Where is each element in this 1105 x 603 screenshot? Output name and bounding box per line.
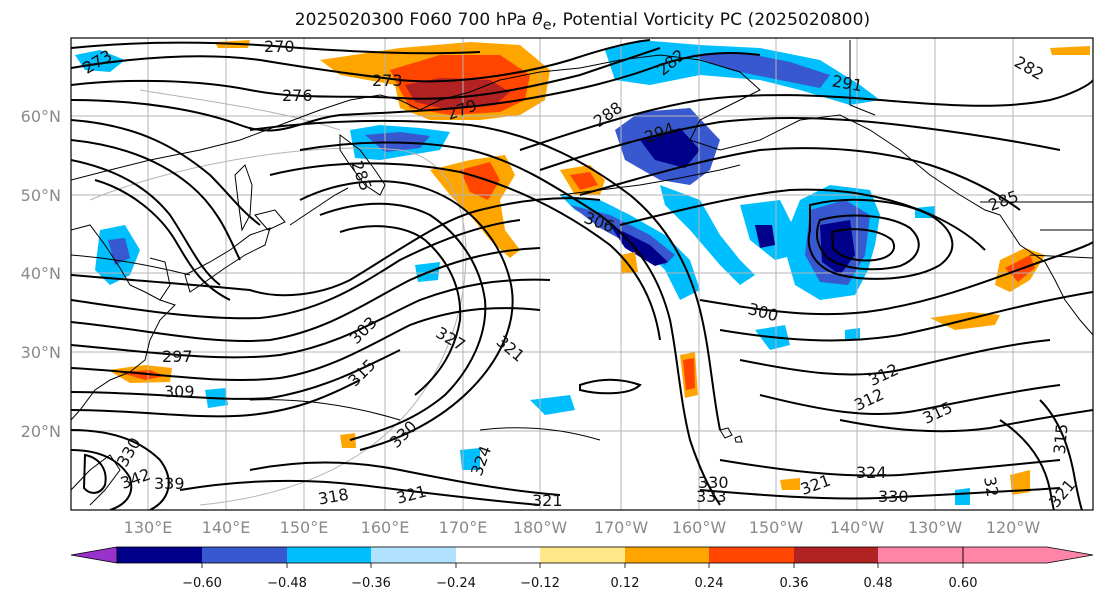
pv-area: [1010, 470, 1030, 495]
pv-area: [570, 172, 598, 190]
colorbar-tick-label: −0.60: [182, 576, 222, 591]
pv-area: [460, 448, 480, 470]
contour-label: 330: [698, 473, 729, 492]
latitude-label: 30°N: [21, 343, 61, 362]
pv-area: [620, 252, 638, 274]
pv-area: [955, 488, 970, 505]
korea-coast: [149, 257, 171, 301]
contour-label: 321: [532, 491, 563, 510]
colorbar-tick-label: 0.60: [949, 576, 978, 591]
pv-area: [1050, 46, 1090, 55]
colorbar-bin: [709, 547, 794, 563]
canada-border: [849, 40, 1093, 259]
pv-area: [340, 433, 356, 448]
colorbar-tick-label: 0.24: [695, 576, 724, 591]
plot-background: [71, 38, 1093, 510]
contour-label: 333: [696, 487, 727, 506]
colorbar-bin: [117, 547, 202, 563]
colorbar-bin: [794, 547, 878, 563]
colorbar-bin: [625, 547, 709, 563]
contour-label: 330: [878, 487, 909, 506]
longitude-axis: 130°E 140°E 150°E 160°E 170°E 180°W 170°…: [124, 518, 1041, 537]
longitude-label: 140°W: [830, 518, 885, 537]
colorbar-tick-label: 0.36: [780, 576, 809, 591]
contour-label: 297: [162, 347, 193, 366]
longitude-label: 130°E: [124, 518, 173, 537]
sakhalin-coast: [234, 164, 253, 232]
colorbar-ticks: [201, 563, 964, 568]
longitude-label: 160°E: [361, 518, 410, 537]
longitude-label: 170°W: [594, 518, 649, 537]
title-suffix: , Potential Vorticity PC (2025020800): [551, 10, 871, 30]
pv-area: [560, 195, 700, 300]
colorbar-bin: [287, 547, 371, 563]
hokkaido-coast: [254, 209, 286, 231]
pv-area: [755, 225, 775, 248]
latitude-label: 60°N: [21, 107, 61, 126]
colorbar-tick-label: 0.48: [864, 576, 893, 591]
colorbar-bin: [202, 547, 287, 563]
contour-label: 339: [154, 474, 185, 493]
colorbar-bin: [456, 547, 540, 563]
map-title: 2025020300 F060 700 hPa θe, Potential Vo…: [0, 10, 1105, 33]
longitude-label: 120°W: [986, 518, 1041, 537]
latitude-label: 20°N: [21, 422, 61, 441]
pv-area: [845, 328, 860, 340]
plot-frame: [70, 37, 1094, 511]
colorbar-tick-label: −0.48: [267, 576, 307, 591]
colorbar-low-extension: [70, 546, 118, 564]
colorbar-tick-label: −0.36: [351, 576, 391, 591]
contour-label: 309: [164, 382, 195, 401]
longitude-label: 170°E: [439, 518, 488, 537]
contour-label: 324: [856, 463, 887, 482]
pv-area: [690, 52, 830, 88]
theta-symbol: θ: [532, 10, 543, 30]
colorbar-tick-label: 0.12: [611, 576, 640, 591]
colorbar-tick-label: −0.12: [520, 576, 560, 591]
pv-area: [460, 162, 500, 200]
contour-label: 315: [1050, 423, 1072, 455]
contour-label: 276: [282, 86, 313, 105]
colorbar-bin: [540, 547, 625, 563]
longitude-label: 150°W: [749, 518, 804, 537]
longitude-label: 160°W: [672, 518, 727, 537]
colorbar-tick-label: −0.24: [436, 576, 476, 591]
pv-area: [820, 220, 855, 275]
latitude-label: 40°N: [21, 264, 61, 283]
colorbar: −0.60 −0.48 −0.36 −0.24 −0.12 0.12 0.24 …: [70, 546, 1094, 591]
contour-label: 273: [372, 71, 403, 90]
kuril-islands: [289, 187, 349, 226]
north-america-coast: [999, 214, 1093, 336]
longitude-label: 130°W: [908, 518, 963, 537]
latitude-label: 50°N: [21, 186, 61, 205]
colorbar-bin: [371, 547, 456, 563]
title-prefix: 2025020300 F060 700 hPa: [294, 10, 533, 30]
pv-area: [640, 128, 700, 168]
pv-area: [75, 50, 125, 72]
latitude-axis: 60°N 50°N 40°N 30°N 20°N: [21, 107, 61, 441]
contour-label: 32: [980, 475, 1002, 498]
theta-subscript: e: [542, 17, 552, 34]
pv-area: [530, 395, 575, 415]
colorbar-bin: [878, 547, 963, 563]
longitude-label: 140°E: [202, 518, 251, 537]
alaska-coast: [579, 54, 1001, 216]
pv-area: [683, 358, 695, 390]
hawaii-islands: [719, 427, 743, 443]
kamchatka-coast: [339, 134, 386, 196]
longitude-label: 150°E: [280, 518, 329, 537]
colorbar-high-extension: [962, 546, 1094, 564]
theta-e-contours: [71, 39, 1093, 510]
pv-area: [780, 478, 800, 490]
contour-label: 270: [264, 37, 295, 56]
longitude-label: 180°W: [513, 518, 568, 537]
thin-contours: [71, 254, 601, 441]
